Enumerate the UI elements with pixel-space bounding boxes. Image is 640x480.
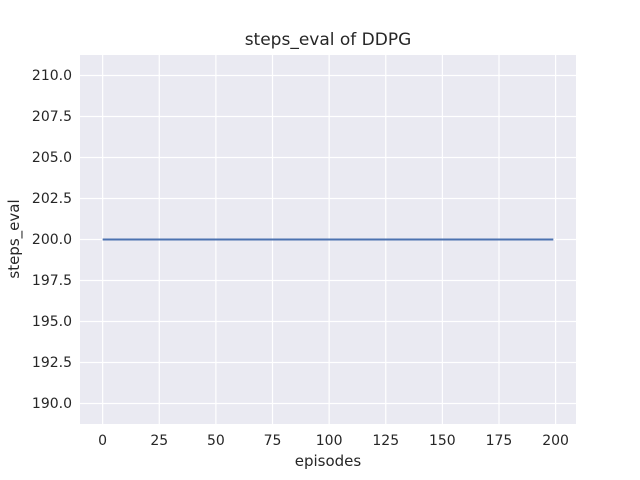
x-tick-label: 0 xyxy=(98,433,108,449)
chart-title: steps_eval of DDPG xyxy=(244,30,412,50)
x-tick-label: 125 xyxy=(372,433,400,449)
y-tick-label: 192.5 xyxy=(31,354,72,371)
x-tick-label: 100 xyxy=(315,433,343,449)
y-tick-label: 205.0 xyxy=(31,149,72,166)
x-tick-label: 75 xyxy=(263,433,282,449)
x-tick-label: 175 xyxy=(485,433,513,449)
x-tick-label: 150 xyxy=(428,433,456,449)
x-axis-label: episodes xyxy=(294,452,362,470)
y-tick-label: 202.5 xyxy=(31,190,72,207)
x-tick-label: 50 xyxy=(206,433,225,449)
y-tick-label: 195.0 xyxy=(31,313,72,330)
x-tick-label: 200 xyxy=(542,433,569,449)
plot-area xyxy=(80,55,576,424)
y-tick-label: 200.0 xyxy=(31,231,72,248)
y-tick-label: 207.5 xyxy=(31,108,72,125)
x-tick-label: 25 xyxy=(150,433,169,449)
y-tick-label: 197.5 xyxy=(31,272,72,289)
plot-canvas xyxy=(80,55,576,424)
y-tick-label: 210.0 xyxy=(31,67,72,84)
y-tick-label: 190.0 xyxy=(31,395,72,412)
